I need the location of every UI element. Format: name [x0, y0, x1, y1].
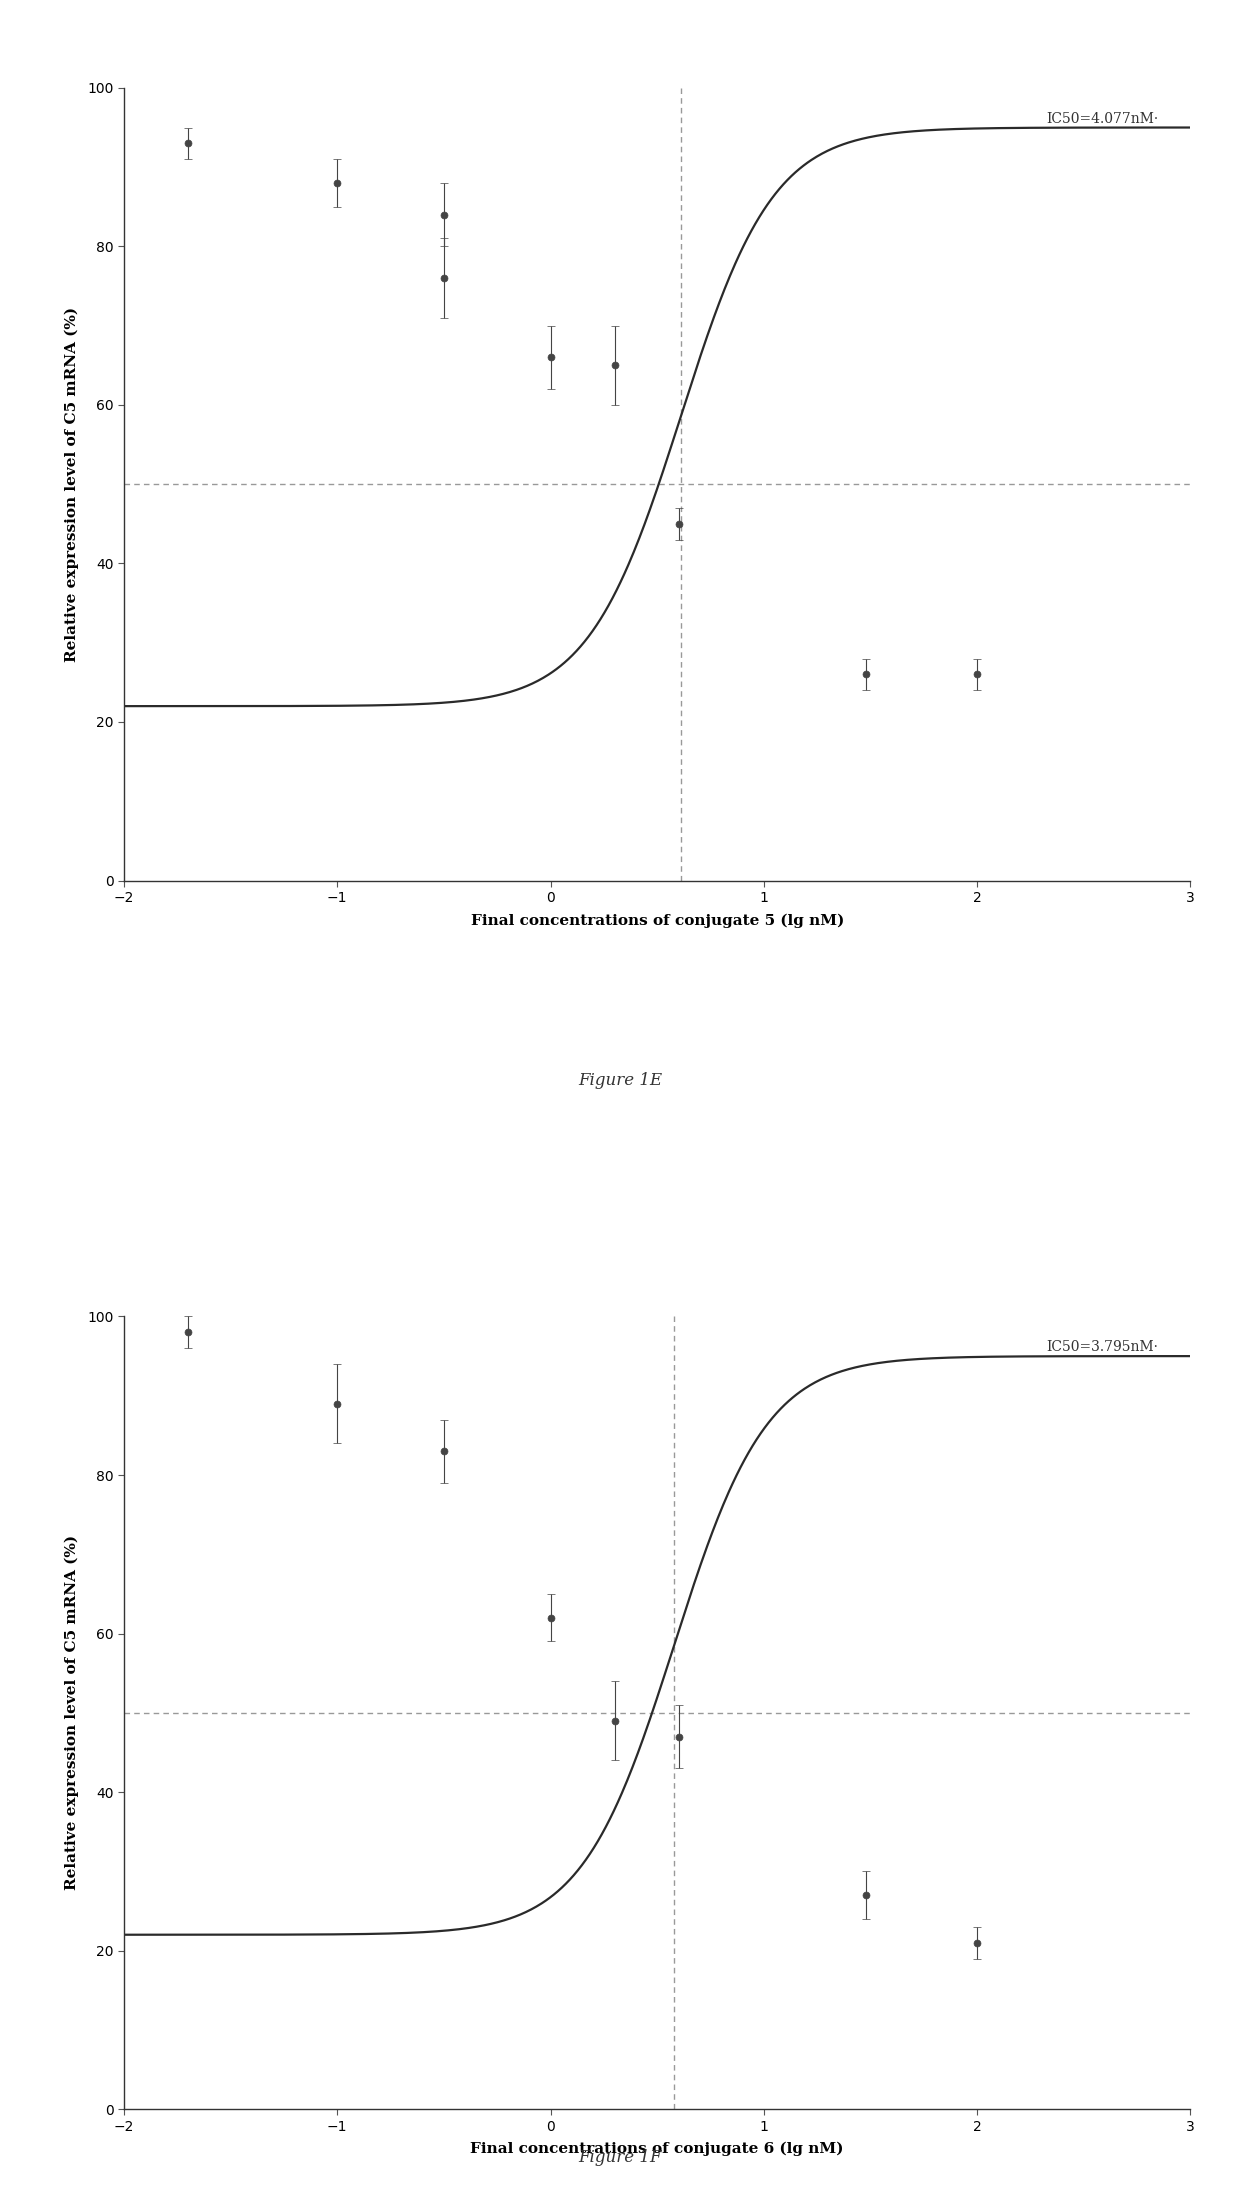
- Text: IC50=4.077nM·: IC50=4.077nM·: [1047, 112, 1158, 125]
- Y-axis label: Relative expression level of C5 mRNA (%): Relative expression level of C5 mRNA (%): [64, 1536, 79, 1889]
- Y-axis label: Relative expression level of C5 mRNA (%): Relative expression level of C5 mRNA (%): [64, 308, 79, 661]
- Text: IC50=3.795nM·: IC50=3.795nM·: [1047, 1340, 1158, 1353]
- Text: Figure 1F: Figure 1F: [578, 2149, 662, 2166]
- X-axis label: Final concentrations of conjugate 6 (lg nM): Final concentrations of conjugate 6 (lg …: [470, 2142, 844, 2155]
- Text: Figure 1E: Figure 1E: [578, 1072, 662, 1090]
- X-axis label: Final concentrations of conjugate 5 (lg nM): Final concentrations of conjugate 5 (lg …: [470, 914, 844, 927]
